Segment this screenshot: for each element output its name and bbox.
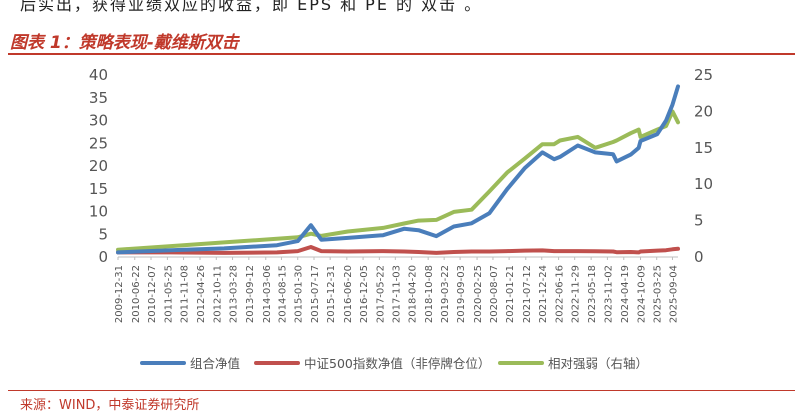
left-tick-label: 0 xyxy=(98,248,108,266)
left-tick-label: 15 xyxy=(89,180,108,198)
x-tick-label: 2014-08-15 xyxy=(277,265,288,323)
right-tick-label: 5 xyxy=(694,212,704,230)
source-rule xyxy=(8,390,795,391)
left-tick-label: 30 xyxy=(89,112,108,130)
x-tick-label: 2010-06-22 xyxy=(131,265,142,323)
left-tick-label: 10 xyxy=(89,203,108,221)
x-tick-label: 2020-08-07 xyxy=(489,265,500,323)
right-axis: 0 5 10 15 20 25 xyxy=(694,66,713,266)
left-tick-label: 40 xyxy=(89,66,108,84)
figure-title: 图表 1：策略表现-戴维斯双击 xyxy=(10,33,239,53)
left-tick-label: 5 xyxy=(98,225,108,243)
x-tick-label: 2022-11-29 xyxy=(571,265,582,323)
x-tick-label: 2023-05-18 xyxy=(587,265,598,323)
legend-label-3: 相对强弱（右轴） xyxy=(548,356,648,371)
right-tick-label: 0 xyxy=(694,248,704,266)
x-tick-label: 2019-09-03 xyxy=(456,265,467,323)
x-tick-label: 2025-09-04 xyxy=(668,265,679,323)
x-tick-label: 2015-01-30 xyxy=(294,265,305,323)
x-tick-label: 2016-12-05 xyxy=(359,265,370,323)
x-tick-label: 2015-07-17 xyxy=(310,265,321,323)
left-tick-label: 20 xyxy=(89,157,108,175)
x-tick-label: 2009-12-31 xyxy=(114,265,125,323)
x-tick-label: 2017-05-22 xyxy=(375,265,386,323)
x-tick-label: 2018-04-20 xyxy=(408,265,419,323)
right-tick-label: 15 xyxy=(694,139,713,157)
x-tick-label: 2010-12-07 xyxy=(147,265,158,323)
x-tick-label: 2016-06-20 xyxy=(343,265,354,323)
legend-label-1: 组合净值 xyxy=(190,356,240,371)
legend-label-2: 中证500指数净值（非停牌仓位） xyxy=(304,356,490,371)
left-axis: 0 5 10 15 20 25 30 35 40 xyxy=(89,66,108,266)
x-tick-label: 2013-09-12 xyxy=(245,265,256,323)
x-tick-label: 2011-05-25 xyxy=(163,265,174,323)
series-line-1 xyxy=(116,84,680,255)
intro-text: 后实出，获得业绩双应的收益，即 EPS 和 PE 的 双击 。 xyxy=(20,0,483,14)
x-tick-label: 2022-06-16 xyxy=(555,265,566,323)
x-tick-label: 2014-03-06 xyxy=(262,265,273,323)
left-tick-label: 35 xyxy=(89,89,108,107)
title-rule xyxy=(8,53,795,55)
x-tick-label: 2015-12-31 xyxy=(326,265,337,323)
x-tick-label: 2017-11-03 xyxy=(391,265,402,323)
x-tick-label: 2021-01-21 xyxy=(505,265,516,323)
series-line-3 xyxy=(116,109,680,252)
x-tick-label: 2018-10-08 xyxy=(424,265,435,323)
legend: 组合净值 中证500指数净值（非停牌仓位） 相对强弱（右轴） xyxy=(140,356,648,371)
right-tick-label: 20 xyxy=(694,102,713,120)
x-tick-label: 2024-04-19 xyxy=(620,265,631,323)
x-tick-label: 2019-03-22 xyxy=(440,265,451,323)
x-tick-label: 2013-03-28 xyxy=(229,265,240,323)
x-axis: 2009-12-31 2010-06-22 2010-12-07 2011-05-25… xyxy=(114,257,679,323)
x-tick-label: 2011-11-08 xyxy=(180,265,191,323)
series-lines xyxy=(116,84,680,255)
x-tick-label: 2021-12-24 xyxy=(538,265,549,323)
right-tick-label: 10 xyxy=(694,175,713,193)
left-tick-label: 25 xyxy=(89,134,108,152)
series-line-2 xyxy=(116,245,680,255)
x-tick-label: 2025-03-25 xyxy=(653,265,664,323)
x-tick-label: 2024-10-09 xyxy=(637,265,648,323)
x-tick-label: 2023-11-02 xyxy=(603,265,614,323)
source-note: 来源：WIND，中泰证券研究所 xyxy=(20,398,200,413)
right-tick-label: 25 xyxy=(694,66,713,84)
x-tick-label: 2012-04-26 xyxy=(196,265,207,323)
x-tick-label: 2012-10-11 xyxy=(212,265,223,323)
x-tick-label: 2020-02-25 xyxy=(473,265,484,323)
x-tick-label: 2021-07-12 xyxy=(522,265,533,323)
